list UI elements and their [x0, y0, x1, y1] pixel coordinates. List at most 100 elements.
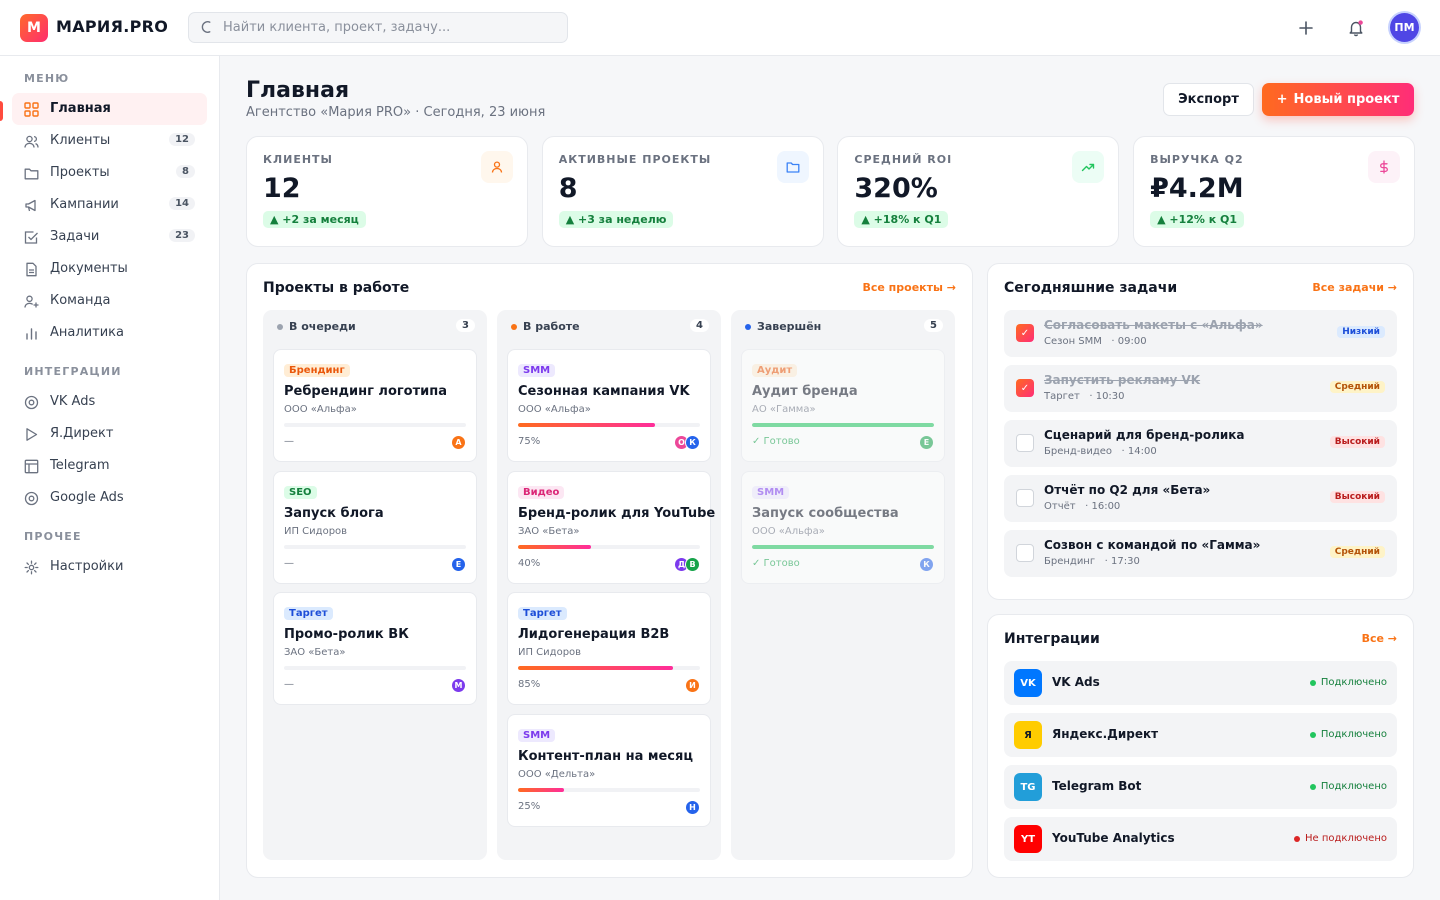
stat-value: 8 — [558, 173, 578, 204]
project-tag: Таргет — [518, 607, 567, 620]
priority-badge: Низкий — [1337, 326, 1385, 338]
sidebar-item-settings[interactable]: Настройки — [12, 551, 207, 583]
task-title: Отчёт по Q2 для «Бета» — [1044, 483, 1211, 497]
avatar[interactable]: Е — [451, 556, 466, 572]
all-integrations-link[interactable]: Все → — [1361, 632, 1397, 645]
task-item[interactable]: Созвон с командой по «Гамма» Брендинг · 1… — [1004, 530, 1397, 577]
integration-name: Яндекс.Директ — [1052, 727, 1159, 741]
project-tag: Видео — [518, 485, 565, 499]
task-item[interactable]: Сценарий для бренд-ролика Бренд-видео · 1… — [1004, 420, 1397, 467]
column-header: В очереди — [277, 320, 356, 333]
avatar[interactable]: В — [685, 556, 700, 572]
task-item[interactable]: Отчёт по Q2 для «Бета» Отчёт · 16:00 Высок… — [1004, 475, 1397, 522]
stat-card: АКТИВНЫЕ ПРОЕКТЫ 8 ▲ +3 за неделю — [541, 136, 824, 247]
logo-mark[interactable]: M — [20, 14, 48, 42]
project-card[interactable]: Таргет Лидогенерация B2B ИП Сидоров 85% И — [507, 592, 711, 705]
search-input[interactable]: Найти клиента, проект, задачу... — [223, 20, 451, 35]
progress-bar — [518, 787, 700, 792]
stat-label: КЛИЕНТЫ — [263, 153, 333, 166]
megaphone-icon — [25, 199, 36, 212]
integrations-title: Интеграции — [1004, 631, 1100, 647]
avatar[interactable]: М — [451, 678, 466, 693]
plus-icon: + — [1276, 92, 1288, 107]
bell-icon — [1349, 20, 1363, 37]
project-status: ✓ Готово — [752, 557, 800, 569]
project-status: ✓ Готово — [752, 436, 800, 447]
integration-item[interactable]: VK VK Ads Подключено — [1004, 661, 1397, 705]
project-client: АО «Гамма» — [752, 404, 816, 415]
avatar[interactable]: А — [451, 435, 466, 450]
priority-badge: Средний — [1329, 381, 1385, 393]
sidebar-item-telegram[interactable]: Telegram — [12, 450, 207, 482]
add-button[interactable] — [1290, 12, 1322, 44]
task-title: Сценарий для бренд-ролика — [1044, 428, 1245, 442]
sidebar-item-team[interactable]: Команда — [12, 285, 207, 317]
progress-fill — [752, 544, 934, 549]
avatar[interactable]: Н — [685, 799, 700, 815]
export-button[interactable]: Экспорт — [1163, 83, 1254, 116]
user-avatar[interactable]: ПМ — [1390, 13, 1419, 42]
task-checkbox[interactable] — [1016, 544, 1034, 562]
integration-item[interactable]: TG Telegram Bot Подключено — [1004, 765, 1397, 809]
task-checkbox[interactable]: ✓ — [1016, 324, 1034, 342]
task-checkbox[interactable]: ✓ — [1016, 379, 1034, 397]
progress-bar — [284, 544, 466, 549]
project-title: Ребрендинг логотипа — [284, 384, 448, 399]
status-dot — [511, 323, 517, 330]
project-card[interactable]: Аудит Аудит бренда АО «Гамма» ✓ Готово Е — [741, 349, 945, 462]
project-card[interactable]: SEO Запуск блога ИП Сидоров — Е — [273, 470, 477, 584]
task-meta: Отчёт · 16:00 — [1044, 501, 1121, 512]
avatar[interactable]: К — [685, 435, 700, 450]
avatar[interactable]: Е — [919, 435, 934, 450]
integration-logo: Я — [1014, 721, 1042, 749]
column-header: Завершён — [745, 320, 821, 333]
notifications-button[interactable] — [1340, 12, 1372, 44]
progress-fill — [752, 423, 934, 427]
check-icon: ✓ — [1020, 327, 1030, 339]
sidebar-item-label: Документы — [50, 261, 128, 276]
user-icon — [481, 151, 513, 183]
avatar[interactable]: И — [685, 678, 700, 693]
task-item[interactable]: ✓ Запустить рекламу VK Таргет · 10:30 Средн… — [1004, 365, 1397, 412]
task-checkbox[interactable] — [1016, 489, 1034, 507]
plus-icon — [1299, 21, 1313, 35]
all-tasks-link[interactable]: Все задачи → — [1312, 281, 1397, 294]
search-box[interactable]: Найти клиента, проект, задачу... — [188, 12, 568, 43]
avatar[interactable]: К — [919, 556, 934, 572]
progress-bar — [752, 423, 934, 427]
projects-panel: Проекты в работе Все проекты → В очереди… — [246, 263, 973, 878]
project-title: Сезонная кампания VK — [518, 384, 690, 399]
connection-status: Не подключено — [1294, 833, 1387, 844]
project-card[interactable]: Видео Бренд-ролик для YouTube ЗАО «Бета» 40… — [507, 470, 715, 584]
sidebar-item-label: Аналитика — [50, 325, 124, 340]
integration-item[interactable]: YT YouTube Analytics Не подключено — [1004, 817, 1397, 861]
project-status: — — [284, 436, 294, 447]
project-card[interactable]: SMM Сезонная кампания VK ООО «Альфа» 75% О К — [507, 349, 711, 462]
project-card[interactable]: SMM Запуск сообщества ООО «Альфа» ✓ Готово К — [741, 470, 945, 584]
project-card[interactable]: Таргет Промо-ролик ВК ЗАО «Бета» — М — [273, 592, 477, 705]
tasks-panel: Сегодняшние задачи Все задачи → ✓ Согласо… — [987, 263, 1414, 600]
sidebar-item-google-ads[interactable]: Google Ads — [12, 482, 207, 514]
integration-item[interactable]: Я Яндекс.Директ Подключено — [1004, 713, 1397, 757]
task-title: Созвон с командой по «Гамма» — [1044, 538, 1261, 552]
sidebar-item-tasks[interactable]: Задачи 23 — [12, 221, 207, 253]
new-project-button[interactable]: + Новый проект — [1262, 83, 1414, 116]
projects-title: Проекты в работе — [263, 280, 410, 296]
brand-name[interactable]: МАРИЯ.PRO — [56, 17, 169, 36]
sidebar-item-clients[interactable]: Клиенты 12 — [12, 125, 207, 157]
search-icon — [201, 21, 211, 33]
project-card[interactable]: Брендинг Ребрендинг логотипа ООО «Альфа» — А — [273, 349, 477, 462]
sidebar-item-documents[interactable]: Документы — [12, 253, 207, 285]
sidebar-item-home[interactable]: Главная — [12, 93, 207, 125]
task-checkbox[interactable] — [1016, 434, 1034, 452]
project-card[interactable]: SMM Контент-план на месяц ООО «Дельта» 25% Н — [507, 713, 711, 827]
connection-status: Подключено — [1309, 677, 1387, 688]
sidebar-item-analytics[interactable]: Аналитика — [12, 317, 207, 349]
all-projects-link[interactable]: Все проекты → — [862, 281, 956, 294]
sidebar-item-projects[interactable]: Проекты 8 — [12, 157, 207, 189]
sidebar-item-campaigns[interactable]: Кампании 14 — [12, 189, 207, 221]
project-title: Аудит бренда — [752, 384, 858, 399]
sidebar-item-vk-ads[interactable]: VK Ads — [12, 386, 207, 418]
sidebar-item-yandex-direct[interactable]: Я.Директ — [12, 418, 207, 450]
task-item[interactable]: ✓ Согласовать макеты с «Альфа» Сезон SMM ·… — [1004, 310, 1397, 357]
